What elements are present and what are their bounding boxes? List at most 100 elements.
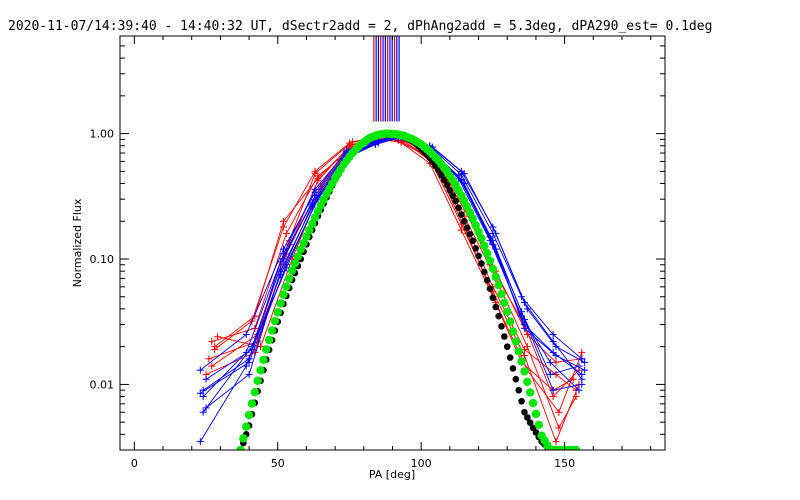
green-fit-dot — [482, 249, 492, 258]
black-fit-dot — [521, 408, 528, 416]
black-fit-dot — [518, 397, 525, 405]
red-7-point — [314, 174, 322, 182]
black-fit-dot — [489, 294, 497, 302]
black-fit-dot — [503, 343, 511, 350]
blue-7-point — [578, 380, 586, 388]
green-fit-dot — [276, 299, 285, 308]
green-fit-dot — [503, 307, 512, 316]
blue-6-point — [199, 386, 207, 394]
green-fit-dot — [293, 252, 303, 261]
green-fit-dot — [290, 259, 300, 268]
blue-4-point — [549, 337, 557, 345]
blue-3-point — [199, 408, 207, 416]
blue-5-point — [581, 366, 589, 374]
green-fit-dot — [264, 335, 274, 345]
y-axis-label: Normalized Flux — [71, 198, 84, 287]
blue-8-point — [578, 355, 586, 363]
black-fit-dot — [483, 277, 491, 284]
blue-2-point — [552, 343, 560, 351]
blue-5-point — [520, 324, 528, 332]
fit-layer — [236, 129, 581, 450]
black-fit-dot — [486, 285, 494, 292]
green-fit-dot — [497, 289, 506, 299]
black-fit-dot — [515, 386, 523, 394]
chart-title: 2020-11-07/14:39:40 - 14:40:32 UT, dSect… — [8, 19, 712, 34]
blue-4-point — [202, 404, 210, 412]
blue-8-point — [242, 362, 250, 370]
red-7-point — [211, 343, 219, 351]
blue-8-point — [196, 438, 204, 446]
blue-8-point — [518, 293, 526, 301]
green-fit-dot — [525, 388, 535, 397]
red-7-point — [280, 217, 287, 225]
green-fit-dot — [310, 213, 320, 222]
blue-6-point — [277, 258, 285, 266]
green-fit-dot — [491, 272, 500, 282]
green-fit-dot — [534, 420, 543, 430]
blue-5-point — [311, 188, 319, 196]
green-fit-dot — [571, 445, 581, 450]
black-fit-dot — [472, 245, 479, 252]
black-fit-dot — [492, 303, 500, 311]
green-fit-dot — [270, 316, 280, 326]
axis-layer: 0 50 100 150 0.01 0.10 1.00 — [90, 35, 665, 470]
red-6-point — [208, 362, 216, 370]
green-fit-dot — [488, 264, 498, 273]
black-fit-dot — [495, 312, 502, 320]
green-fit-dot — [259, 355, 268, 365]
green-fit-dot — [244, 410, 254, 420]
blue-6-point — [546, 370, 554, 378]
green-fit-dot — [477, 234, 486, 243]
green-fit-dot — [505, 317, 515, 326]
black-fit-dot — [469, 237, 477, 244]
green-fit-dot — [471, 220, 480, 230]
blue-3-point — [575, 386, 583, 394]
y-tick-label: 0.10 — [90, 253, 115, 266]
red-6-point — [523, 343, 531, 351]
red-5-point — [214, 333, 222, 341]
blue-8-point — [277, 271, 285, 279]
blue-5-point — [552, 352, 560, 360]
blue-7-point — [202, 375, 210, 383]
green-fit-dot — [468, 214, 478, 223]
black-fit-dot — [440, 176, 448, 184]
green-fit-dot — [500, 298, 509, 308]
green-fit-dot — [494, 280, 503, 290]
y-tick-label: 1.00 — [90, 128, 115, 141]
x-tick-label: 150 — [554, 457, 575, 470]
black-fit-dot — [446, 186, 454, 194]
black-fit-dot — [466, 230, 474, 238]
blue-3-point — [546, 358, 554, 366]
x-tick-label: 100 — [411, 457, 432, 470]
x-axis-label: PA [deg] — [369, 468, 415, 481]
green-fit-dot — [307, 219, 317, 229]
black-fit-dot — [506, 354, 514, 361]
blue-2-point — [196, 389, 204, 397]
series-layer — [196, 132, 589, 446]
blue-2-point — [581, 358, 589, 366]
blue-7-line — [205, 135, 582, 391]
green-fit-dot — [282, 282, 291, 291]
black-fit-dots — [237, 130, 580, 450]
red-4-point — [549, 393, 557, 401]
green-fit-dot — [480, 241, 489, 251]
blue-5-point — [242, 331, 250, 339]
black-fit-dot — [526, 419, 534, 426]
blue-7-point — [549, 386, 557, 394]
black-fit-dot — [478, 260, 485, 267]
blue-4-point — [489, 223, 497, 231]
black-fit-dot — [463, 224, 471, 232]
red-1-point — [208, 337, 216, 345]
red-6-line — [211, 135, 577, 429]
blue-7-point — [374, 138, 382, 146]
blue-2-line — [200, 137, 585, 394]
green-fit-dot — [528, 398, 538, 408]
green-fit-dot — [299, 238, 308, 248]
green-fit-dot — [531, 409, 541, 419]
blue-8-point — [308, 201, 316, 209]
green-fit-dot — [247, 399, 257, 408]
green-fit-dot — [296, 245, 305, 254]
green-fit-dot — [287, 266, 297, 275]
green-fit-dot — [267, 326, 277, 335]
